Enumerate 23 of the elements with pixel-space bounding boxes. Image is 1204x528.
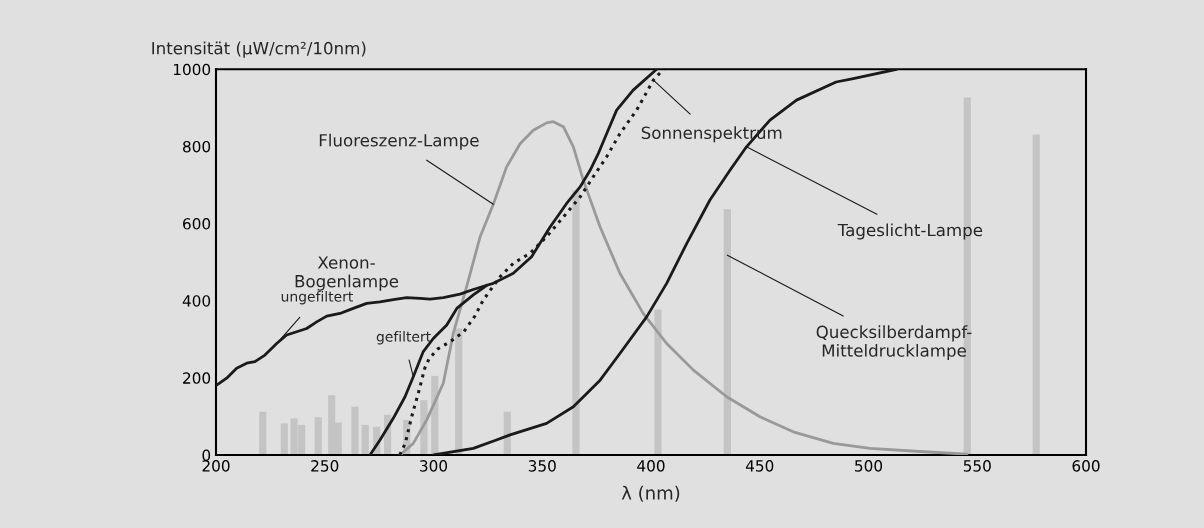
x-tick-label: 450: [745, 460, 774, 472]
y-tick-label: 600: [183, 218, 211, 230]
x-tick-label: 350: [528, 460, 556, 472]
x-tick-label: 500: [855, 460, 883, 472]
x-tick-label: 200: [202, 460, 230, 472]
y-tick-label: 1000: [173, 63, 211, 76]
annotation: ungefiltert: [281, 290, 353, 305]
x-tick-label: 550: [963, 460, 991, 472]
x-tick-label: 600: [1072, 460, 1100, 472]
x-axis-title: λ (nm): [621, 485, 680, 502]
y-tick-label: 0: [202, 449, 211, 461]
y-tick-label: 800: [183, 140, 211, 153]
y-tick-label: 200: [183, 372, 211, 384]
x-tick-label: 300: [420, 460, 448, 472]
y-axis-title: Intensität (μW/cm²/10nm): [152, 41, 366, 58]
annotation: Quecksilberdampf- Mitteldrucklampe: [816, 325, 972, 361]
annotation: Xenon- Bogenlampe: [295, 256, 399, 291]
annotation: gefiltert: [376, 331, 431, 345]
y-tick-label: 400: [182, 295, 211, 307]
annotation: Fluoreszenz-Lampe: [319, 133, 479, 150]
x-tick-label: 250: [311, 460, 339, 472]
annotation: Tageslicht-Lampe: [837, 223, 983, 240]
x-tick-label: 400: [637, 460, 665, 472]
